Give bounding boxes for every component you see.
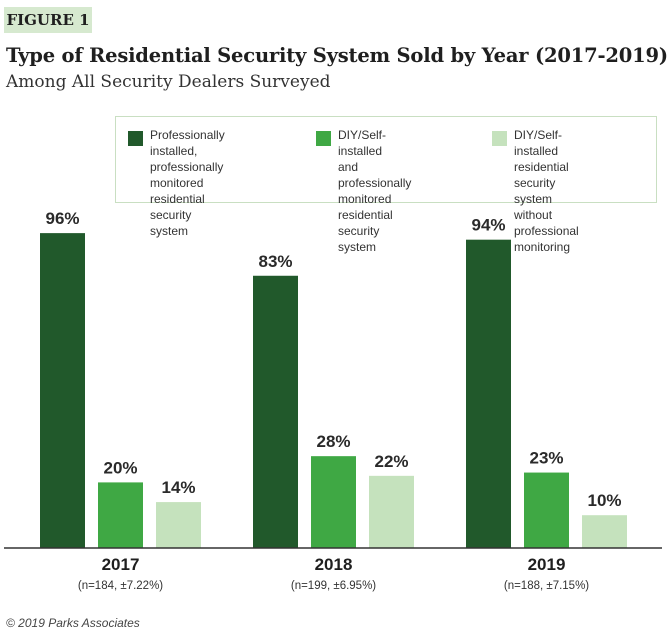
legend-swatch-dark [128,131,143,146]
data-label-2017-series-2: 20% [103,458,137,477]
data-label-2018-series-3: 22% [374,452,408,471]
chart-title: Type of Residential Security System Sold… [6,44,667,67]
bar-2018-series-2 [311,456,356,548]
data-label-2017-series-3: 14% [161,478,195,497]
bar-2019-series-2 [524,472,569,548]
legend-label-professional: Professionally installed, professionally… [150,128,225,238]
category-label-2017: 2017 [102,555,140,574]
chart-subtitle: Among All Security Dealers Surveyed [6,72,331,92]
data-label-2019-series-1: 94% [471,216,505,235]
bar-2017-series-2 [98,482,143,548]
category-note-2019: (n=188, ±7.15%) [504,580,589,592]
data-label-2018-series-1: 83% [258,252,292,271]
data-label-2019-series-3: 10% [587,491,621,510]
bar-2018-series-1 [253,275,298,548]
legend-swatch-medium [316,131,331,146]
bar-2019-series-1 [466,239,511,548]
category-label-2018: 2018 [315,555,353,574]
category-note-2017: (n=184, ±7.22%) [78,580,163,592]
data-label-2019-series-2: 23% [529,449,563,468]
figure-label: FIGURE 1 [4,7,92,33]
bar-2017-series-1 [40,233,85,548]
legend-label-diy-unmonitored: DIY/Self-installed residential security … [514,128,579,254]
bar-2019-series-3 [582,515,627,548]
category-note-2018: (n=199, ±6.95%) [291,580,376,592]
data-label-2018-series-2: 28% [316,432,350,451]
legend-swatch-light [492,131,507,146]
copyright-credit: © 2019 Parks Associates [6,616,140,630]
category-label-2019: 2019 [528,555,566,574]
data-label-2017-series-1: 96% [45,209,79,228]
bar-2017-series-3 [156,502,201,548]
bar-2018-series-3 [369,475,414,548]
legend-label-diy-monitored: DIY/Self-installed and professionally mo… [338,128,412,254]
legend: Professionally installed, professionally… [115,116,657,254]
